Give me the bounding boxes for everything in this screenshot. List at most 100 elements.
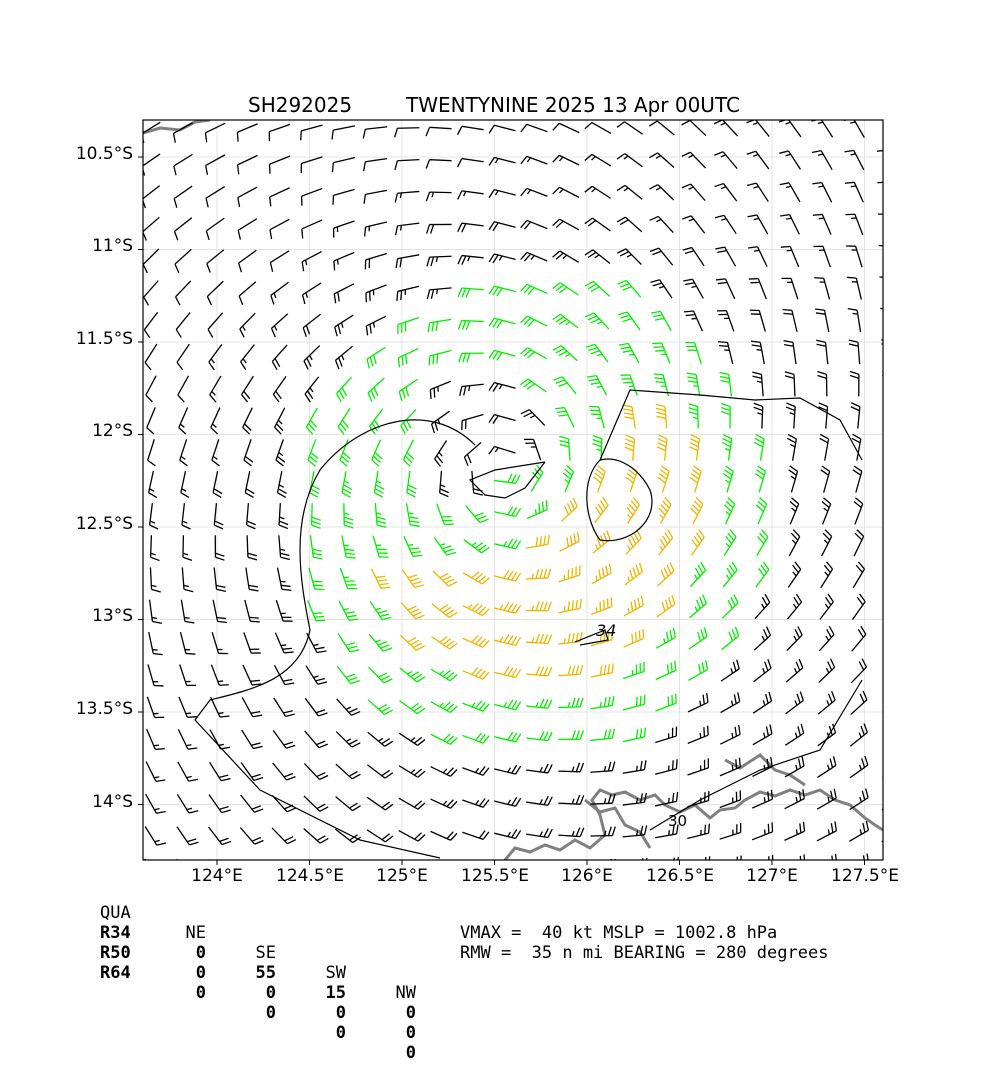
wind-barb	[406, 503, 419, 526]
wind-barb	[682, 152, 706, 168]
lat-label: 12°S	[33, 421, 133, 441]
wind-barb	[303, 314, 320, 336]
wind-barb	[756, 498, 766, 525]
wind-barb	[852, 594, 865, 620]
wind-barb	[649, 121, 674, 135]
wind-barb	[270, 188, 290, 207]
wind-barb	[241, 345, 255, 370]
wind-barb	[494, 732, 520, 742]
wind-barb	[688, 693, 708, 712]
wind-barb	[244, 439, 253, 466]
wind-barb	[685, 343, 701, 364]
wind-barb	[367, 347, 385, 368]
wind-barb	[747, 183, 768, 201]
wind-barb	[459, 353, 484, 362]
wind-barb	[214, 568, 226, 592]
wind-barb	[623, 728, 646, 742]
wind-barb	[882, 788, 900, 810]
wind-barb	[747, 151, 769, 169]
wind-barb	[749, 279, 766, 300]
wind-barb	[149, 632, 163, 655]
wind-barb	[785, 372, 795, 397]
wind-barb	[399, 798, 425, 809]
wind-barb	[494, 507, 520, 517]
wind-barb	[241, 763, 263, 781]
wind-barb	[590, 729, 614, 741]
rmw-bearing-line: RMW = 35 n mi BEARING = 280 degrees	[460, 943, 828, 963]
table-cell: 0	[370, 1023, 416, 1043]
wind-barb	[658, 466, 669, 493]
wind-barb	[884, 434, 893, 460]
wind-barb	[146, 376, 156, 402]
wind-barb	[363, 127, 387, 139]
wind-barb	[310, 535, 322, 559]
wind-barb	[278, 568, 292, 591]
wind-barb	[884, 659, 899, 684]
wind-barb	[338, 408, 350, 434]
wind-barb	[334, 284, 354, 303]
wind-barb	[402, 569, 424, 587]
wind-barb	[753, 692, 771, 713]
table-cell: 0	[370, 1043, 416, 1063]
wind-barb	[177, 794, 198, 813]
wind-barb	[398, 349, 418, 368]
wind-barb	[240, 828, 263, 845]
wind-barb	[585, 250, 610, 264]
wind-barb	[558, 795, 583, 804]
wind-barb	[751, 341, 764, 364]
wind-barb	[754, 434, 764, 460]
wind-barb	[342, 535, 356, 558]
wind-barb	[175, 249, 191, 272]
wind-barb	[364, 190, 387, 203]
wind-barb	[274, 665, 294, 684]
wind-barb	[852, 626, 866, 651]
wind-barb	[884, 626, 898, 651]
wind-barb	[239, 282, 256, 305]
wind-barb	[617, 154, 642, 167]
wind-barb	[179, 407, 188, 434]
wind-radii-table: QUA NE SE SW NW R34 0 55 15 0 R50 0 0 0 …	[100, 883, 141, 963]
wind-barb	[553, 219, 579, 230]
wind-barb	[462, 415, 484, 430]
lon-label: 127.5°E	[815, 866, 915, 886]
wind-barb	[689, 435, 699, 461]
wind-barb	[813, 214, 831, 234]
wind-barb	[521, 124, 548, 131]
wind-barb	[489, 447, 516, 455]
wind-barb	[182, 567, 193, 591]
wind-barb	[844, 150, 863, 170]
wind-barb	[883, 723, 900, 746]
vmax-mslp-line: VMAX = 40 kt MSLP = 1002.8 hPa	[460, 923, 828, 943]
wind-barb	[142, 122, 161, 143]
wind-barb	[585, 218, 611, 231]
wind-barb	[627, 497, 639, 523]
wind-barb	[489, 125, 515, 133]
wind-barb	[489, 222, 515, 231]
wind-barb	[847, 277, 861, 299]
wind-barb	[370, 601, 391, 619]
wind-barb	[337, 666, 359, 683]
wind-barb	[463, 701, 490, 711]
wind-barb	[520, 348, 546, 359]
wind-barb	[822, 530, 832, 556]
wind-barb	[245, 471, 254, 497]
wind-barb	[437, 504, 454, 525]
wind-barb	[652, 343, 670, 363]
wind-barb	[178, 729, 197, 749]
table-cell: 0	[160, 963, 206, 983]
wind-barb	[275, 408, 285, 434]
wind-barb	[463, 603, 489, 615]
wind-barb	[208, 313, 223, 338]
wind-barb	[617, 249, 641, 265]
wind-barb	[684, 311, 702, 331]
wind-barb	[494, 667, 520, 678]
wind-barb	[462, 831, 489, 840]
table-cell: 0	[370, 1003, 416, 1023]
wind-barb	[623, 662, 644, 678]
wind-barb	[306, 408, 317, 434]
wind-barb	[527, 500, 547, 518]
wind-barb	[301, 125, 323, 140]
wind-barb	[205, 123, 225, 142]
wind-barb	[207, 250, 224, 273]
